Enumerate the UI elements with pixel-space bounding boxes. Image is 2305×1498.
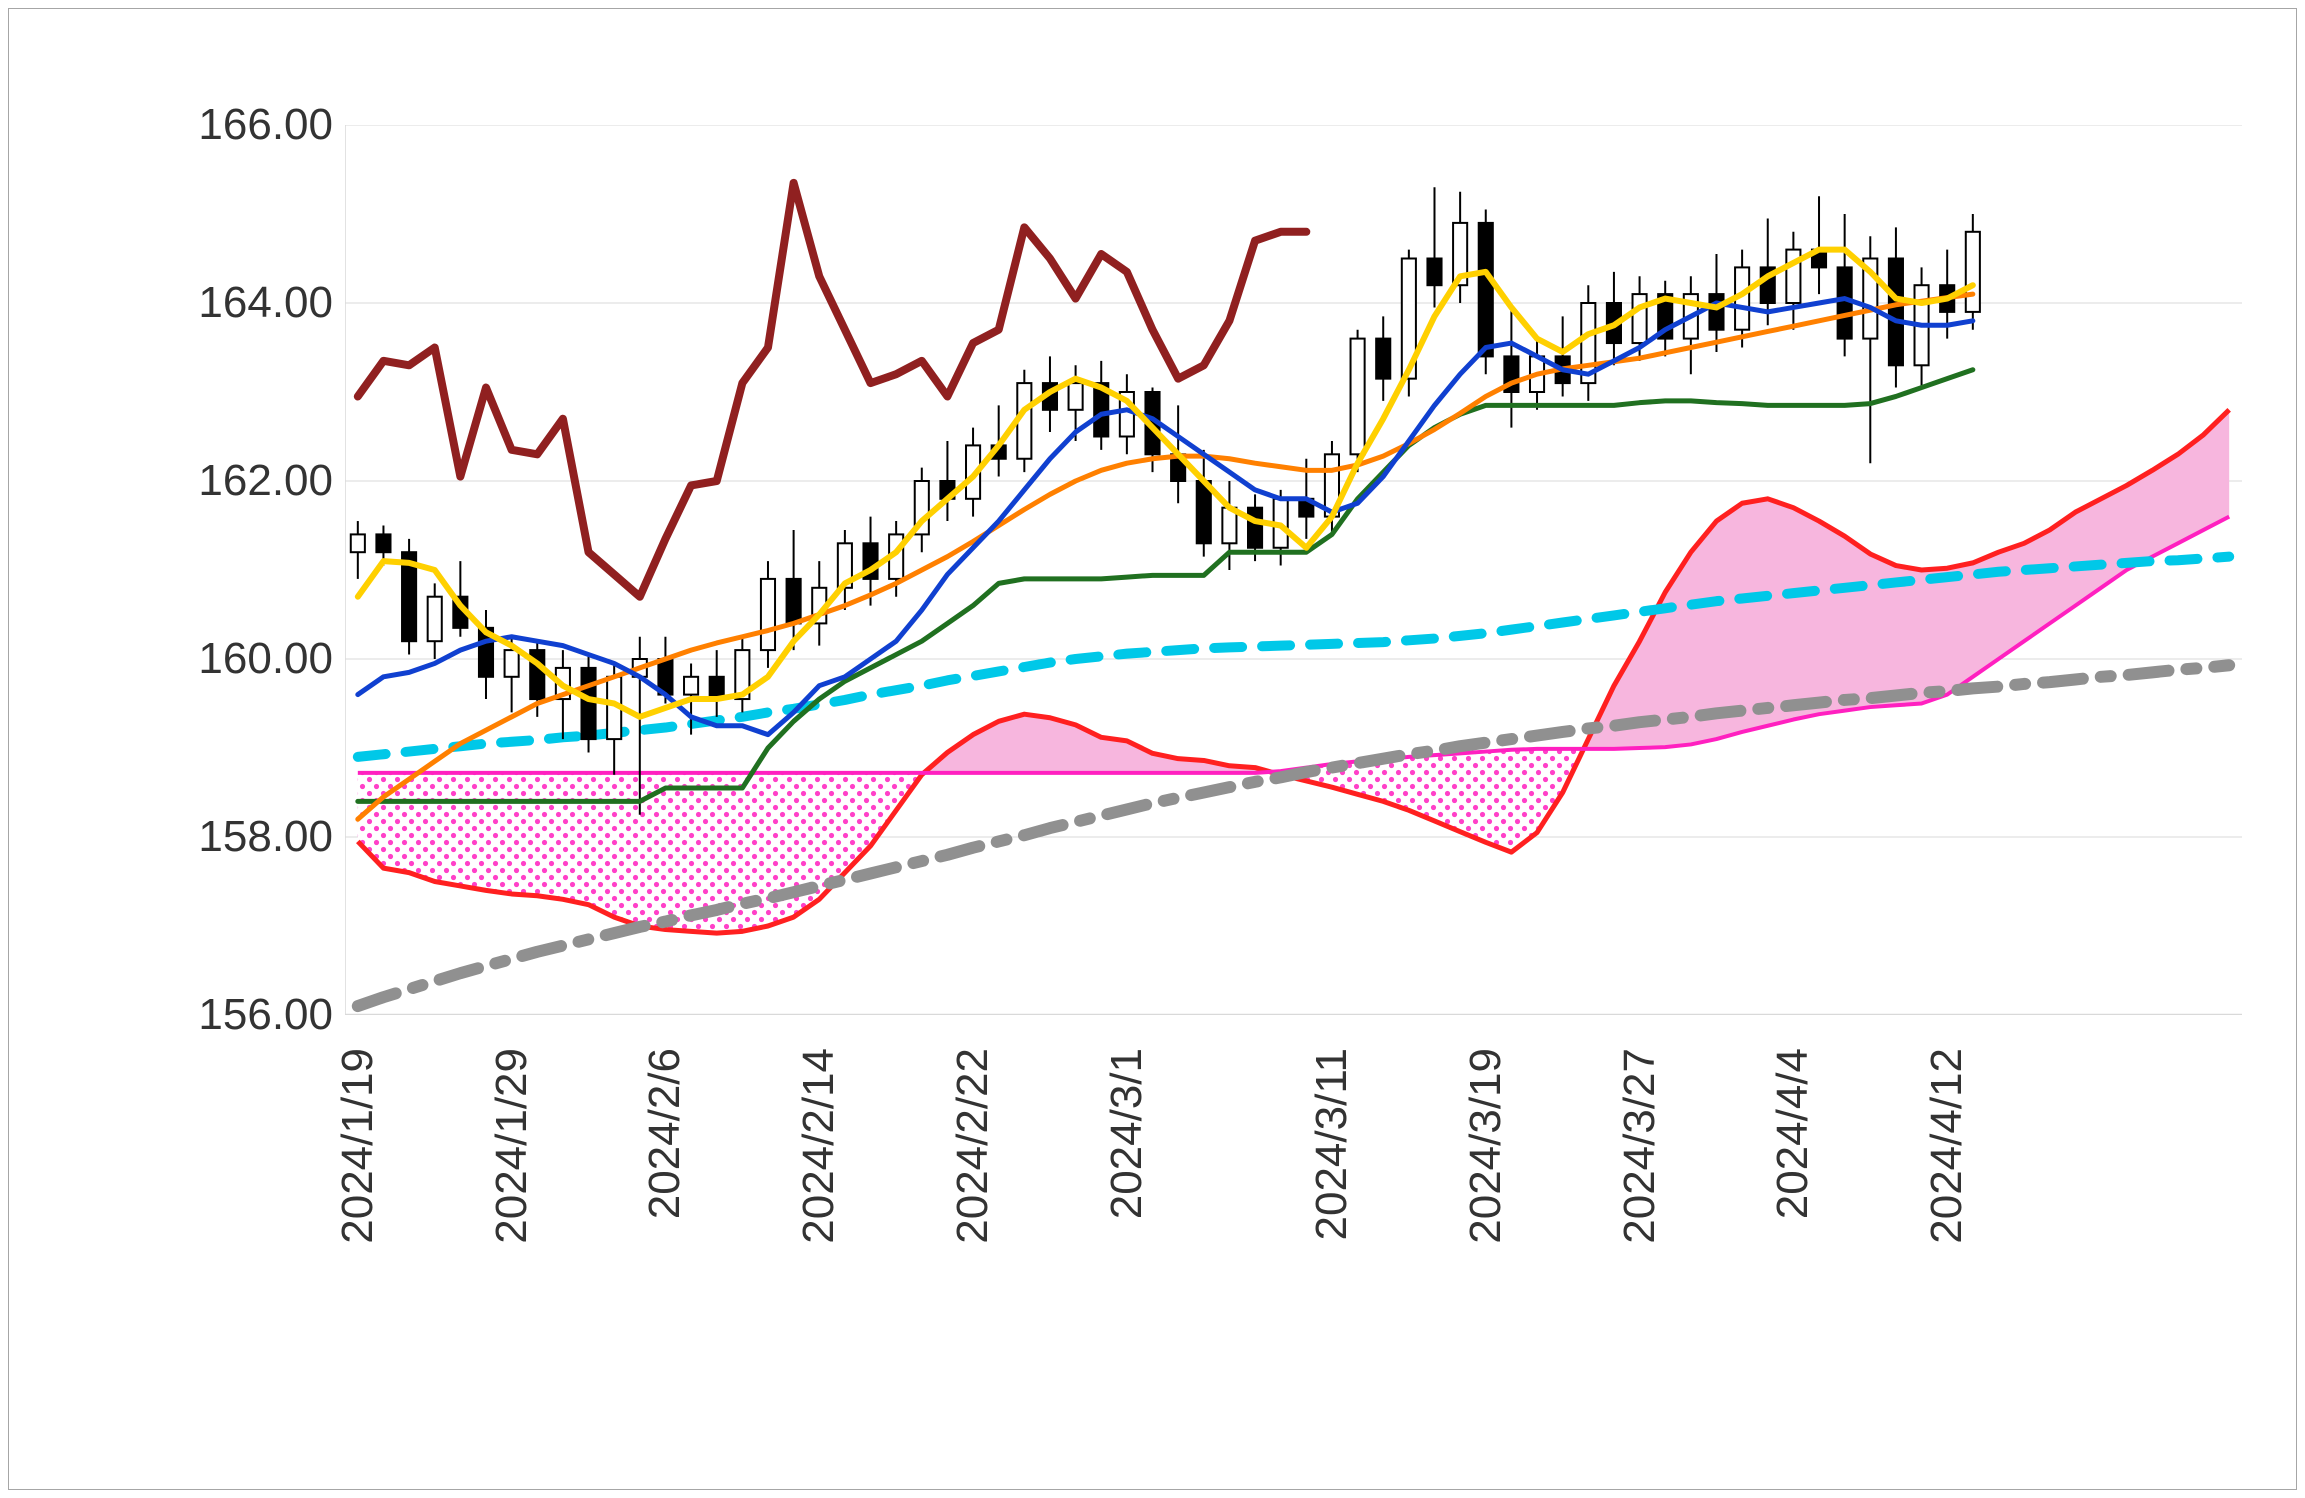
x-tick-label: 2024/4/12 [1922, 1048, 1972, 1244]
x-tick-label: 2024/4/4 [1768, 1048, 1818, 1219]
chart-frame: 156.00 158.00 160.00 162.00 164.00 166.00 202… [8, 8, 2297, 1490]
y-tick-label: 162.00 [198, 456, 333, 506]
x-tick-label: 2024/1/29 [487, 1048, 537, 1244]
plot-area: 156.00158.00160.00162.00164.00166.00 202… [345, 125, 2242, 1015]
x-tick-label: 2024/2/22 [948, 1048, 998, 1244]
x-tick-label: 2024/2/6 [640, 1048, 690, 1219]
x-tick-label: 2024/1/19 [333, 1048, 383, 1244]
y-tick-label: 158.00 [198, 812, 333, 862]
x-tick-label: 2024/3/1 [1102, 1048, 1152, 1219]
chart-inner: 156.00 158.00 160.00 162.00 164.00 166.00 202… [25, 25, 2280, 1473]
x-tick-label: 2024/3/27 [1615, 1048, 1665, 1244]
y-tick-label: 156.00 [198, 990, 333, 1040]
y-tick-label: 160.00 [198, 634, 333, 684]
x-tick-label: 2024/3/11 [1307, 1048, 1357, 1240]
y-tick-label: 164.00 [198, 278, 333, 328]
plot [345, 125, 2242, 1015]
x-tick-label: 2024/2/14 [794, 1048, 844, 1244]
x-tick-label: 2024/3/19 [1461, 1048, 1511, 1244]
y-tick-label: 166.00 [198, 100, 333, 150]
